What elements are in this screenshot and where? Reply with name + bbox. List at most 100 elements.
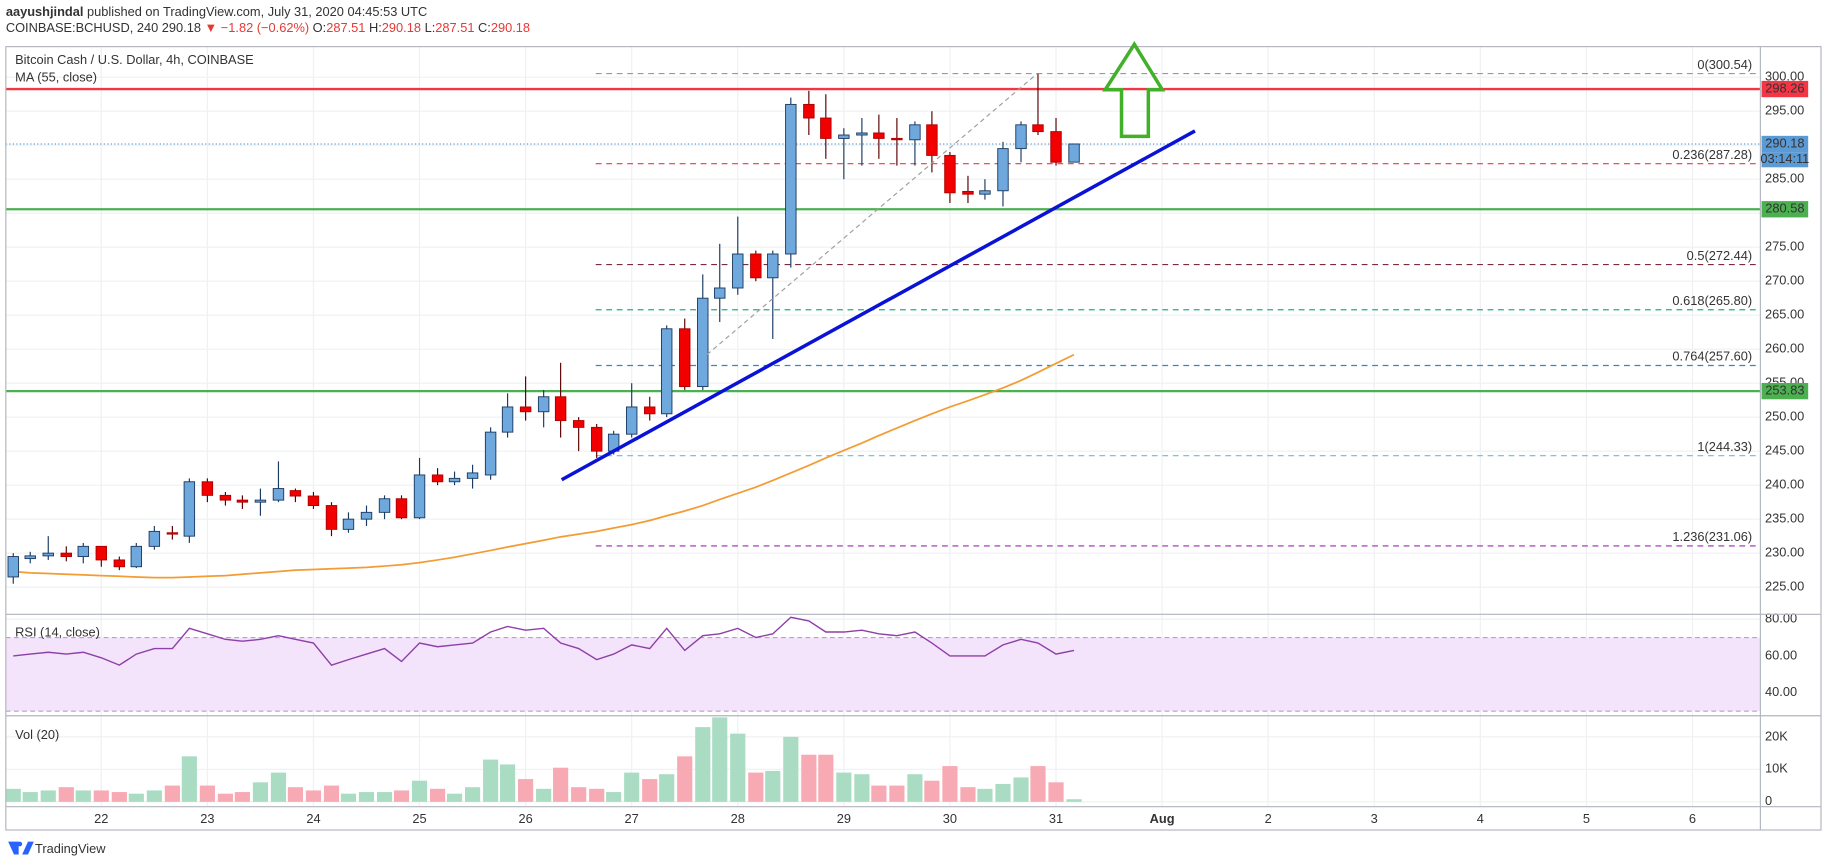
candle-body <box>1015 124 1027 150</box>
volume-bar <box>40 790 56 802</box>
trend-line <box>706 73 1038 356</box>
ohlc-key: C: <box>478 21 491 36</box>
published: published on TradingView.com, July 31, 2… <box>87 4 427 19</box>
level-tag <box>1761 201 1809 218</box>
x-tick-label: 25 <box>412 811 426 826</box>
y-tick-label: 250.00 <box>1765 409 1804 424</box>
volume-bar <box>907 774 923 802</box>
y-tick-label: 265.00 <box>1765 307 1804 322</box>
candle-body <box>697 297 709 388</box>
volume-bar <box>305 790 322 802</box>
volume-bar <box>801 754 817 802</box>
volume-bar <box>376 792 393 802</box>
volume-bar <box>942 766 958 802</box>
volume-bar <box>1013 777 1029 802</box>
volume-bar <box>553 767 569 802</box>
brand: TradingView <box>35 841 106 856</box>
volume-bar <box>340 793 357 802</box>
candle-body <box>183 481 196 537</box>
symbol-line: COINBASE:BCHUSD, 240 290.18 ▼ −1.82 (−0.… <box>6 21 530 36</box>
volume-bar <box>695 727 711 802</box>
rsi-band <box>5 637 1761 712</box>
candle-body <box>501 406 514 433</box>
candle-body <box>590 426 603 452</box>
volume-bar <box>712 717 728 802</box>
candle-body <box>413 474 426 519</box>
candle-body <box>77 545 89 558</box>
candle-body <box>113 559 126 568</box>
fib-label: 1.236(231.06) <box>1672 529 1752 544</box>
ohlc-value: 287.51 <box>435 21 474 36</box>
candle-body <box>7 556 19 578</box>
last-price-tag-label: 290.18 <box>1765 135 1804 150</box>
candle-body <box>944 154 956 194</box>
candle-body <box>732 253 744 289</box>
candle-body <box>325 505 338 530</box>
y-tick-label: 80.00 <box>1765 611 1797 626</box>
candle-body <box>1068 143 1080 163</box>
volume-bar <box>234 792 250 802</box>
candle-body <box>289 490 302 497</box>
y-tick-label: 0 <box>1765 793 1772 808</box>
x-tick-label: 3 <box>1371 811 1378 826</box>
candle-body <box>219 494 232 501</box>
candle-body <box>997 148 1009 192</box>
volume-bar <box>748 772 764 802</box>
candle-body <box>979 190 991 195</box>
y-tick-label: 270.00 <box>1765 273 1804 288</box>
y-tick-label: 260.00 <box>1765 341 1804 356</box>
candle-body <box>254 499 267 503</box>
candle-body <box>785 103 797 255</box>
candle-body <box>820 117 832 139</box>
candle-body <box>360 511 373 520</box>
fib-label: 0.618(265.80) <box>1672 293 1752 308</box>
candle-body <box>891 137 903 141</box>
volume-bar <box>889 785 905 802</box>
y-tick-label: 10K <box>1765 761 1788 776</box>
symbol: COINBASE:BCHUSD, 240 <box>6 21 158 36</box>
volume-bar <box>818 754 834 802</box>
volume-bar <box>358 792 375 802</box>
volume-bar <box>5 788 21 802</box>
level-tag <box>1761 382 1809 400</box>
candle-body <box>236 499 249 503</box>
volume-bar <box>836 772 852 802</box>
ma-line <box>13 353 1075 579</box>
x-tick-label: 24 <box>306 811 320 826</box>
rsi-title: RSI (14, close) <box>15 624 100 639</box>
author: aayushjindal <box>6 4 84 19</box>
candle-body <box>838 134 850 139</box>
trend-line <box>560 129 1196 482</box>
ohlc-key: H: <box>369 21 382 36</box>
volume-bar <box>624 772 640 802</box>
volume-bar <box>765 770 781 802</box>
y-tick-label: 275.00 <box>1765 239 1804 254</box>
y-tick-label: 245.00 <box>1765 443 1804 458</box>
volume-bar <box>483 759 499 802</box>
volume-bar <box>252 782 268 802</box>
x-tick-label: 4 <box>1477 811 1484 826</box>
y-tick-label: 300.00 <box>1765 69 1804 84</box>
candle-body <box>60 552 73 558</box>
volume-bar <box>589 788 605 802</box>
volume-bar <box>411 780 428 802</box>
x-tick-label: 30 <box>943 811 957 826</box>
candle-body <box>395 498 408 519</box>
candle-body <box>873 132 885 139</box>
volume-bar <box>164 785 180 802</box>
volume-bar <box>518 779 534 802</box>
candle-body <box>856 132 868 136</box>
candle-body <box>148 530 161 547</box>
legend-entry: MA (55, close) <box>15 69 97 84</box>
candle-body <box>272 488 285 501</box>
level-tag-label: 298.26 <box>1765 80 1804 95</box>
candle-body <box>201 481 214 496</box>
y-tick-label: 225.00 <box>1765 579 1804 594</box>
candle-body <box>166 532 179 535</box>
candle-body <box>342 518 355 530</box>
level-tag <box>1761 80 1809 98</box>
candle-body <box>537 396 550 413</box>
candle-body <box>466 472 479 479</box>
ohlc-key: O: <box>313 21 327 36</box>
